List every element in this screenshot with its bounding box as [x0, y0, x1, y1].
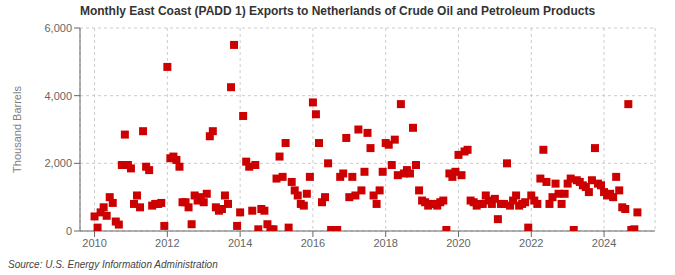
- svg-text:6,000: 6,000: [44, 22, 72, 34]
- svg-text:2020: 2020: [446, 237, 470, 249]
- svg-text:2014: 2014: [228, 237, 252, 249]
- svg-text:0: 0: [66, 225, 72, 237]
- html-text:Source: U.S. Energy Informatio: Source: U.S. Energy Information Administ…: [8, 259, 218, 270]
- svg-text:2012: 2012: [155, 237, 179, 249]
- svg-text:2016: 2016: [301, 237, 325, 249]
- svg-text:2024: 2024: [592, 237, 616, 249]
- svg-text:4,000: 4,000: [44, 90, 72, 102]
- svg-text:2018: 2018: [373, 237, 397, 249]
- svg-text:2,000: 2,000: [44, 157, 72, 169]
- html-text:Monthly East Coast (PADD 1) Ex: Monthly East Coast (PADD 1) Exports to N…: [79, 4, 596, 18]
- svg-text:Thousand Barrels: Thousand Barrels: [11, 86, 23, 173]
- svg-text:2010: 2010: [82, 237, 106, 249]
- svg-text:2022: 2022: [519, 237, 543, 249]
